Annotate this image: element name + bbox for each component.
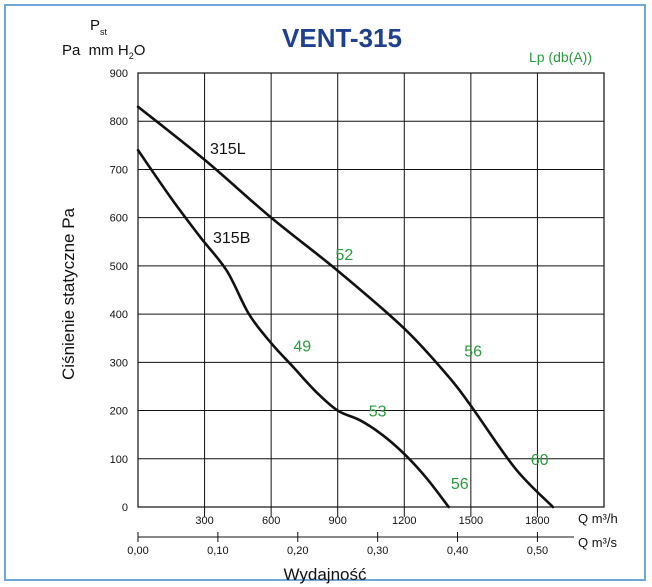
series-label-315l: 315L [210,141,246,158]
x-tick-label-s: 0,00 [127,545,148,557]
y-unit-p-sub: st [100,27,108,37]
y-tick-label: 300 [110,357,128,369]
noise-label: 52 [335,247,353,264]
noise-label: 56 [464,343,482,360]
chart-title: VENT-315 [282,23,402,53]
plot-area: 0 100 200 300 400 500 600 700 800 900 300 600 900 120… [110,68,605,557]
x-tick-label-s: 0,10 [207,545,228,557]
x-tick-label-s: 0,20 [287,545,308,557]
noise-label: 60 [531,452,549,469]
noise-label: 49 [293,338,311,355]
chart-frame [4,4,646,581]
y-tick-label: 200 [110,406,128,418]
noise-label: 56 [451,476,469,493]
x-tick-label-h: 1800 [525,515,549,527]
noise-label: 53 [369,404,387,421]
y-unit-top: Pst [90,17,108,37]
x-tick-label-h: 900 [329,515,347,527]
y-tick-label: 800 [110,116,128,128]
curve-315b [136,148,450,509]
x-tick-label-h: 600 [262,515,280,527]
x-tick-label-s: 0,50 [527,545,548,557]
y-tick-label: 600 [110,213,128,225]
x-tick-label-h: 1500 [459,515,483,527]
x-tick-label-h: 300 [195,515,213,527]
y-unit-bottom: Pa mm H2O [62,42,145,61]
x-unit-h: Q m³/h [578,511,618,526]
y-tick-label: 700 [110,164,128,176]
y-tick-label: 100 [110,454,128,466]
plot-border [137,72,605,508]
noise-legend-label: Lp (db(A)) [529,49,592,65]
x-tick-label-s: 0,30 [367,545,388,557]
x-axis-label: Wydajność [284,565,367,584]
y-unit-sub-2: 2 [129,51,134,61]
curve-315l [136,105,555,509]
x-tick-label-s: 0,40 [447,545,468,557]
y-unit-p: P [90,17,100,34]
series-label-315b: 315B [213,230,250,247]
y-tick-label: 0 [122,502,128,514]
y-tick-label: 400 [110,309,128,321]
x-tick-label-h: 1200 [392,515,416,527]
y-axis-label: Ciśnienie statyczne Pa [59,207,78,380]
x-unit-s: Q m³/s [578,535,617,550]
y-tick-label: 900 [110,68,128,80]
y-unit-pa-mmh: Pa mm H [62,42,129,59]
y-unit-o: O [134,42,146,59]
y-tick-label: 500 [110,261,128,273]
